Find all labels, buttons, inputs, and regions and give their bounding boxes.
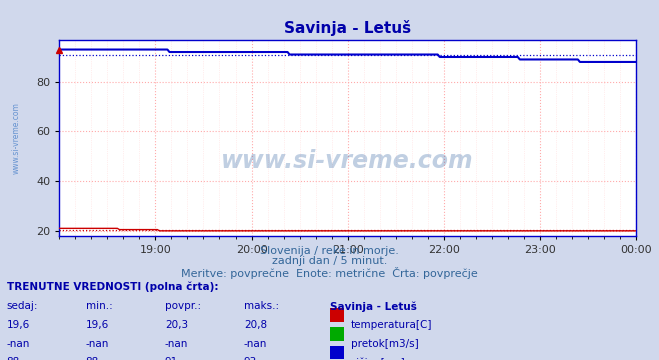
Text: zadnji dan / 5 minut.: zadnji dan / 5 minut.	[272, 256, 387, 266]
Text: Meritve: povprečne  Enote: metrične  Črta: povprečje: Meritve: povprečne Enote: metrične Črta:…	[181, 267, 478, 279]
Text: -nan: -nan	[244, 339, 267, 349]
Text: sedaj:: sedaj:	[7, 301, 38, 311]
Text: -nan: -nan	[86, 339, 109, 349]
Text: Savinja - Letuš: Savinja - Letuš	[330, 301, 416, 312]
Text: min.:: min.:	[86, 301, 113, 311]
Text: višina[cm]: višina[cm]	[351, 357, 405, 360]
Text: 20,8: 20,8	[244, 320, 267, 330]
Text: povpr.:: povpr.:	[165, 301, 201, 311]
Text: 88: 88	[7, 357, 20, 360]
Text: 91: 91	[165, 357, 178, 360]
Text: 93: 93	[244, 357, 257, 360]
Text: 20,3: 20,3	[165, 320, 188, 330]
Text: maks.:: maks.:	[244, 301, 279, 311]
Text: 88: 88	[86, 357, 99, 360]
Title: Savinja - Letuš: Savinja - Letuš	[284, 20, 411, 36]
Text: 19,6: 19,6	[86, 320, 109, 330]
Text: -nan: -nan	[7, 339, 30, 349]
Text: temperatura[C]: temperatura[C]	[351, 320, 432, 330]
Text: www.si-vreme.com: www.si-vreme.com	[12, 102, 20, 174]
Text: pretok[m3/s]: pretok[m3/s]	[351, 339, 418, 349]
Text: 19,6: 19,6	[7, 320, 30, 330]
Text: Slovenija / reke in morje.: Slovenija / reke in morje.	[260, 246, 399, 256]
Text: TRENUTNE VREDNOSTI (polna črta):: TRENUTNE VREDNOSTI (polna črta):	[7, 282, 218, 292]
Text: -nan: -nan	[165, 339, 188, 349]
Text: www.si-vreme.com: www.si-vreme.com	[221, 149, 474, 173]
